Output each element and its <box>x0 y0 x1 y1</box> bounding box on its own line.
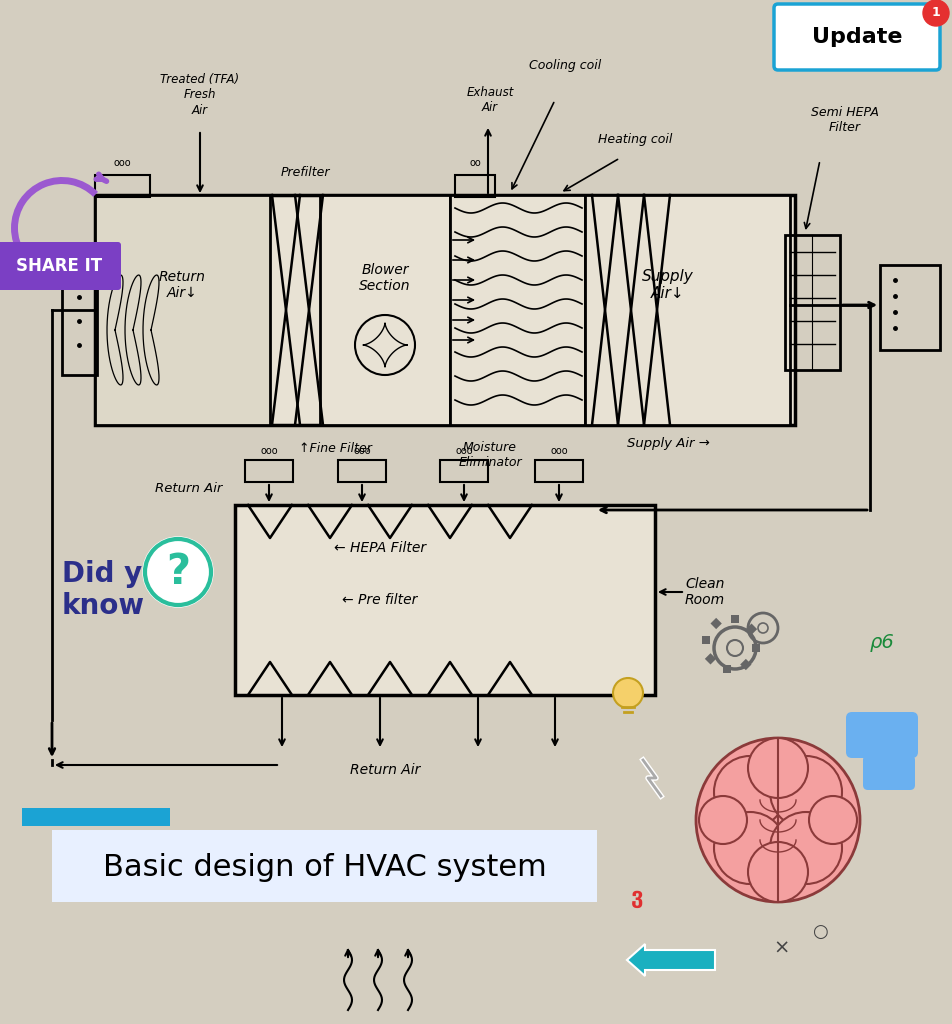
Circle shape <box>769 756 842 828</box>
Text: ooo: ooo <box>260 446 278 456</box>
FancyArrow shape <box>626 944 714 976</box>
FancyBboxPatch shape <box>0 242 121 290</box>
Text: ვ: ვ <box>630 888 643 908</box>
Bar <box>585 195 789 425</box>
Text: Basic design of HVAC system: Basic design of HVAC system <box>103 853 546 883</box>
Bar <box>95 195 794 425</box>
Text: Moisture
Eliminator: Moisture Eliminator <box>458 441 522 469</box>
Bar <box>338 460 386 482</box>
Circle shape <box>143 537 213 607</box>
Circle shape <box>922 0 948 26</box>
Circle shape <box>747 738 807 798</box>
Bar <box>245 460 292 482</box>
Circle shape <box>808 796 856 844</box>
Bar <box>784 234 839 370</box>
Bar <box>710 617 721 629</box>
Text: SHARE IT: SHARE IT <box>16 257 102 275</box>
Circle shape <box>695 738 859 902</box>
Text: Exhaust
Air: Exhaust Air <box>466 86 513 114</box>
Bar <box>702 636 709 644</box>
FancyBboxPatch shape <box>52 830 596 902</box>
Bar <box>740 658 751 670</box>
Text: oo: oo <box>468 158 481 168</box>
Text: ← HEPA Filter: ← HEPA Filter <box>333 541 426 555</box>
Text: Heating coil: Heating coil <box>597 133 671 146</box>
Text: ○: ○ <box>811 923 827 941</box>
FancyBboxPatch shape <box>863 755 914 790</box>
Circle shape <box>612 678 643 708</box>
Text: ×: × <box>773 939 789 957</box>
Text: ooo: ooo <box>113 158 130 168</box>
Text: Blower
Section: Blower Section <box>359 263 410 293</box>
Circle shape <box>713 756 785 828</box>
Text: ← Pre filter: ← Pre filter <box>342 593 417 607</box>
Bar <box>751 644 759 652</box>
Text: ooo: ooo <box>455 446 472 456</box>
Bar <box>879 265 939 350</box>
FancyBboxPatch shape <box>773 4 939 70</box>
Circle shape <box>747 842 807 902</box>
Text: Semi HEPA
Filter: Semi HEPA Filter <box>810 106 878 134</box>
Text: Update: Update <box>811 27 902 47</box>
Text: Supply Air →: Supply Air → <box>625 437 708 451</box>
Text: Did you
know: Did you know <box>62 560 181 621</box>
Text: ooo: ooo <box>353 446 370 456</box>
Bar <box>745 624 757 635</box>
Bar <box>95 195 269 425</box>
Text: ↑Fine Filter: ↑Fine Filter <box>298 441 371 455</box>
Bar <box>95 175 149 197</box>
Bar <box>534 460 583 482</box>
FancyBboxPatch shape <box>845 712 917 758</box>
Bar <box>440 460 487 482</box>
Text: 1: 1 <box>931 6 940 19</box>
Bar <box>235 505 654 695</box>
Circle shape <box>769 812 842 884</box>
Bar <box>22 808 169 826</box>
Bar <box>704 653 715 665</box>
Text: ooo: ooo <box>549 446 567 456</box>
Text: ?: ? <box>166 551 189 593</box>
Circle shape <box>145 539 210 605</box>
Text: Cooling coil: Cooling coil <box>528 58 601 72</box>
Text: Return
Air↓: Return Air↓ <box>158 270 206 300</box>
Text: Return Air: Return Air <box>349 763 420 777</box>
Circle shape <box>698 796 746 844</box>
Bar <box>320 195 449 425</box>
Bar <box>449 195 585 425</box>
Text: Supply
Air↓: Supply Air↓ <box>642 268 693 301</box>
Circle shape <box>713 812 785 884</box>
Bar <box>730 615 738 623</box>
Text: Prefilter: Prefilter <box>280 166 329 178</box>
Bar <box>723 665 730 673</box>
Text: Clean
Room: Clean Room <box>684 577 724 607</box>
Text: Return Air: Return Air <box>155 481 222 495</box>
Bar <box>454 175 494 197</box>
Text: Treated (TFA)
Fresh
Air: Treated (TFA) Fresh Air <box>160 74 239 117</box>
Text: ρ6: ρ6 <box>869 633 893 651</box>
Bar <box>62 260 97 375</box>
